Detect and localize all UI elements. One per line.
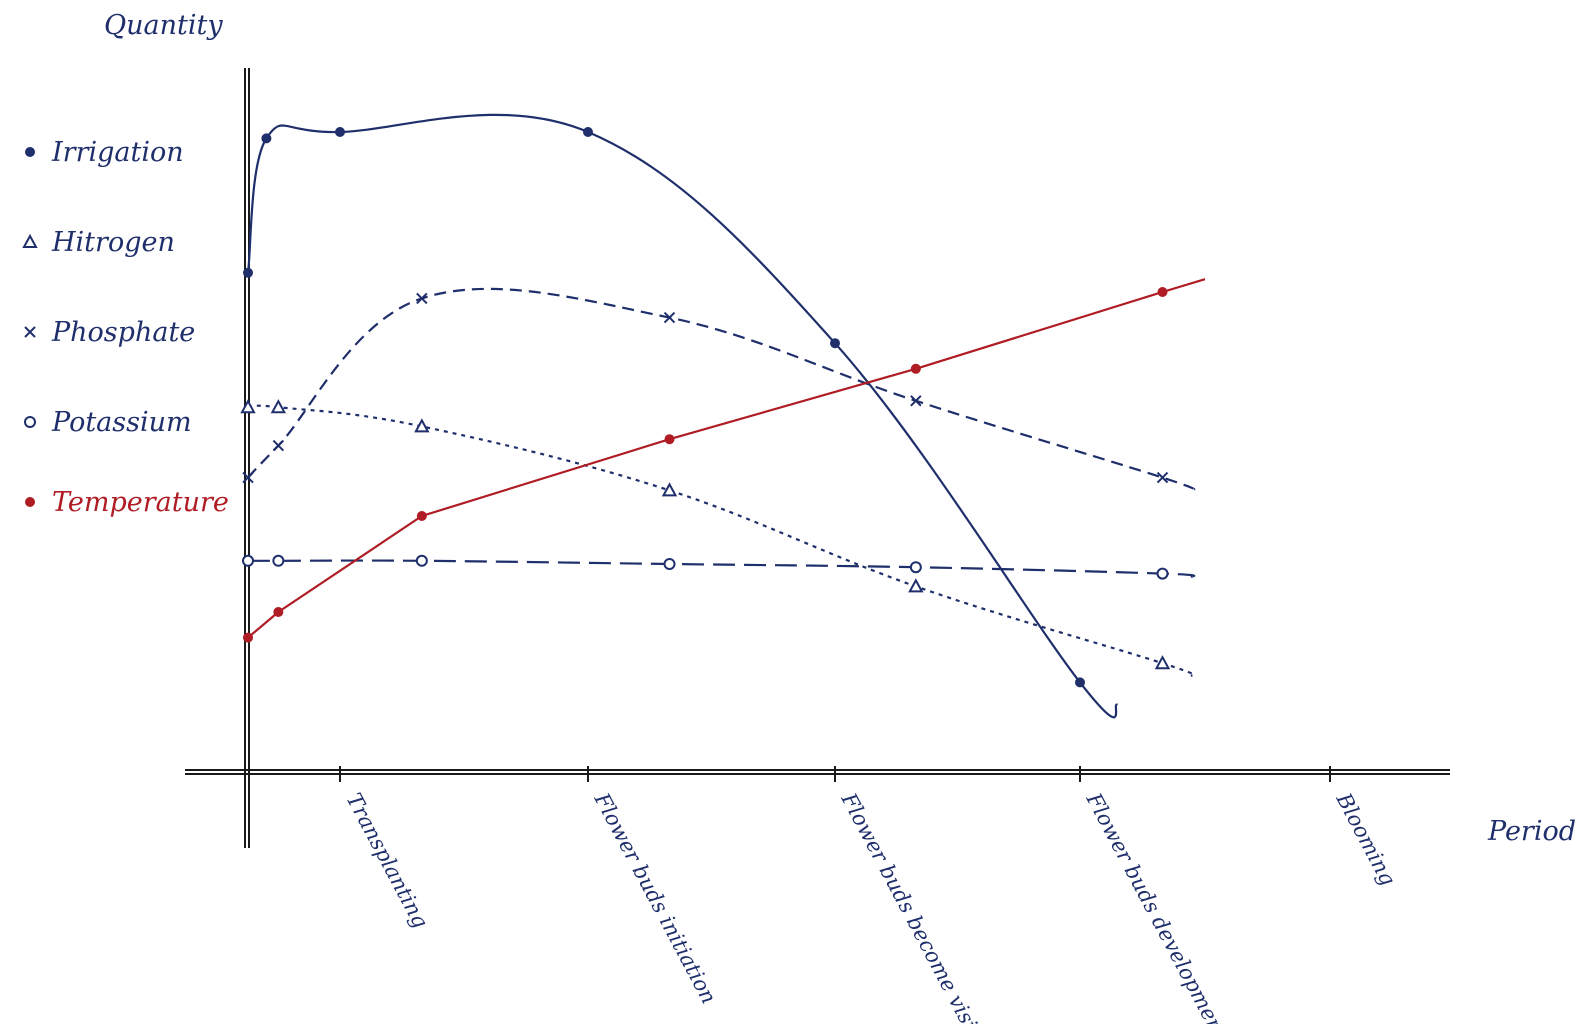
data-point: [663, 558, 676, 570]
data-point: [415, 554, 428, 567]
series-line: [247, 404, 1196, 678]
series-line: [247, 287, 1196, 492]
legend-label: Hitrogen: [51, 227, 175, 258]
data-point: [243, 267, 253, 278]
data-point: [910, 395, 922, 407]
series-line: [247, 559, 1196, 578]
data-point: [273, 607, 284, 617]
data-point: [909, 561, 922, 574]
data-point: [240, 399, 256, 414]
data-point: [272, 554, 285, 567]
data-point: [242, 471, 254, 484]
data-point: [910, 363, 921, 374]
legend-marker: [25, 497, 35, 507]
data-point: [1156, 567, 1169, 580]
x-axis-label: Period: [1487, 816, 1576, 847]
x-tick-label: Flower buds become visible: [836, 788, 997, 1024]
legend-marker: [24, 416, 36, 428]
series-phosphate: [242, 287, 1196, 492]
legend-label: Temperature: [52, 487, 229, 518]
legend-label: Phosphate: [51, 317, 195, 348]
data-point: [416, 292, 428, 305]
series-hitrogen: [240, 399, 1196, 678]
data-point: [261, 133, 272, 144]
x-tick-label: Transplanting: [342, 789, 433, 932]
series-irrigation: [243, 113, 1119, 719]
y-axis-label: Quantity: [104, 10, 223, 41]
data-point: [908, 578, 924, 593]
data-point: [583, 127, 593, 137]
data-point: [1075, 677, 1085, 688]
legend-label: Irrigation: [51, 137, 184, 168]
legend-label: Potassium: [51, 407, 192, 438]
series-line: [246, 113, 1119, 719]
legend: Irrigation Hitrogen Phosphate Potassium Temp…: [22, 137, 229, 518]
data-point: [661, 482, 678, 497]
data-point: [270, 399, 287, 414]
data-point: [1156, 471, 1169, 484]
series-potassium: [242, 554, 1196, 580]
data-point: [416, 511, 427, 521]
legend-marker: [22, 233, 38, 248]
data-point: [335, 127, 345, 137]
x-tick-label: Blooming: [1331, 788, 1400, 889]
data-point: [664, 434, 675, 445]
x-tick-label: Flower buds initiation: [589, 788, 721, 1008]
axes: [185, 68, 1450, 848]
data-point: [414, 418, 430, 433]
data-point: [272, 439, 285, 452]
series-temperature: [243, 278, 1206, 643]
data-point: [830, 338, 840, 349]
data-point: [1154, 655, 1171, 670]
legend-marker: [24, 326, 36, 338]
data-point: [1157, 287, 1168, 297]
series-layer: [240, 113, 1206, 719]
legend-marker: [25, 147, 35, 157]
series-line: [247, 278, 1206, 639]
data-point: [243, 632, 253, 643]
x-tick-label: Flower buds development: [1081, 788, 1233, 1024]
data-point: [242, 554, 254, 567]
x-ticks: Transplanting Flower buds initiation Flowe…: [339, 766, 1400, 1024]
data-point: [663, 311, 676, 324]
